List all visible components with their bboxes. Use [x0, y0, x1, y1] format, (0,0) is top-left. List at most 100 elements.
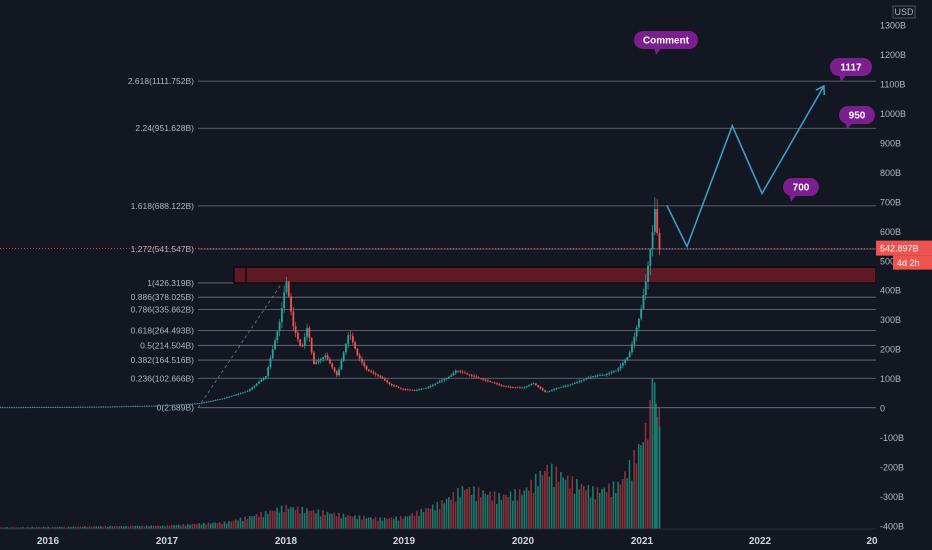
candle [219, 399, 221, 400]
volume-bar [548, 476, 551, 529]
volume-bar [93, 526, 95, 529]
volume-bar [537, 486, 539, 529]
volume-bar [239, 517, 242, 529]
candle [498, 384, 501, 385]
candle [594, 375, 597, 377]
y-tick-label: 1100B [880, 80, 905, 90]
candle [466, 373, 469, 375]
candle [461, 371, 464, 373]
volume-bar [267, 513, 269, 529]
candle [491, 381, 494, 383]
candle [473, 375, 476, 377]
volume-bar [631, 480, 633, 529]
volume-bar [74, 526, 77, 529]
bubble-body [783, 178, 819, 196]
candle [205, 401, 208, 403]
bubble-tail [789, 194, 797, 202]
y-tick-label: 100B [880, 374, 901, 384]
volume-bar [429, 508, 432, 529]
volume-bar [106, 526, 109, 529]
candle [22, 407, 25, 409]
candle [187, 404, 189, 405]
candle [157, 405, 160, 407]
candle [136, 406, 139, 407]
candle [150, 405, 153, 407]
volume-bar [161, 525, 164, 529]
candle [411, 389, 414, 391]
volume-bar [621, 478, 624, 529]
annotation-bubbles[interactable]: Comment 1117 950 700 [634, 31, 875, 202]
volume-bar [409, 515, 411, 529]
x-tick-label: 2017 [156, 536, 179, 547]
countdown-tag [893, 255, 932, 270]
candle [649, 248, 652, 266]
annotation-bubble[interactable]: 700 [783, 178, 819, 202]
resistance-zone-rect[interactable] [233, 266, 877, 284]
candle [134, 406, 137, 407]
candle [546, 391, 549, 393]
fibonacci-levels[interactable]: 2.618(1111.752B) 2.24(951.628B) 1.618(688.… [0, 76, 876, 413]
bubble-tail [845, 122, 853, 130]
fib-label: 0.886(378.025B) [131, 292, 194, 302]
candle [486, 380, 489, 382]
candle [379, 375, 382, 378]
volume-bar [189, 524, 191, 529]
volume-bar [127, 526, 130, 529]
volume-bar [196, 524, 198, 529]
price-axis[interactable]: 1400B 1300B 1200B 1100B 1000B 900B 800B 700B 600… [876, 0, 932, 550]
candle [544, 390, 546, 392]
currency-badge[interactable] [892, 5, 916, 19]
candle [530, 384, 533, 386]
projection-path[interactable] [666, 84, 826, 249]
candle [450, 375, 453, 377]
x-tick-label: 2018 [275, 536, 298, 547]
bubble-tail [654, 47, 662, 55]
annotation-bubble[interactable]: 1117 [830, 58, 872, 82]
candle [97, 406, 100, 408]
volume-bar [402, 518, 404, 529]
volume-bar [221, 523, 223, 529]
volume-bar [113, 526, 116, 529]
volume-bar [111, 526, 114, 529]
volume-bar [276, 507, 278, 529]
volume-bar [340, 518, 342, 529]
candle [303, 336, 306, 346]
volume-bar [555, 466, 558, 529]
resistance-zone[interactable] [233, 266, 877, 284]
bubble-tail [839, 74, 847, 82]
candle [615, 370, 617, 372]
candle [562, 386, 565, 388]
candle [448, 376, 450, 378]
candle [573, 382, 576, 384]
candle [528, 385, 530, 387]
volume-bar [143, 526, 146, 529]
candle [6, 407, 9, 409]
volume-bar [294, 510, 297, 529]
volume-bar [541, 475, 544, 529]
volume-bar [49, 527, 52, 529]
volume-bar [614, 493, 617, 529]
candle [49, 407, 52, 408]
projection-line[interactable] [666, 85, 825, 249]
fib-trend-line[interactable] [197, 282, 283, 408]
candle [77, 406, 80, 408]
candle [191, 403, 194, 405]
candle [143, 405, 146, 407]
volume-bar [228, 520, 230, 529]
time-axis[interactable]: 2016 2017 2018 2019 2020 2021 2022 20 [0, 528, 878, 547]
volume-bar [413, 515, 416, 529]
volume-bar [45, 527, 47, 529]
candle [621, 362, 624, 366]
annotation-bubble[interactable]: Comment [634, 31, 698, 55]
volume-bar [122, 526, 125, 529]
volume-bar [528, 490, 530, 529]
candle [166, 405, 169, 407]
volume-bar [647, 439, 649, 529]
volume-bar [598, 493, 601, 529]
candle [331, 363, 334, 368]
candle [548, 390, 551, 392]
volume-bar [354, 515, 356, 529]
candle [523, 386, 526, 388]
annotation-bubble[interactable]: 950 [839, 106, 875, 130]
